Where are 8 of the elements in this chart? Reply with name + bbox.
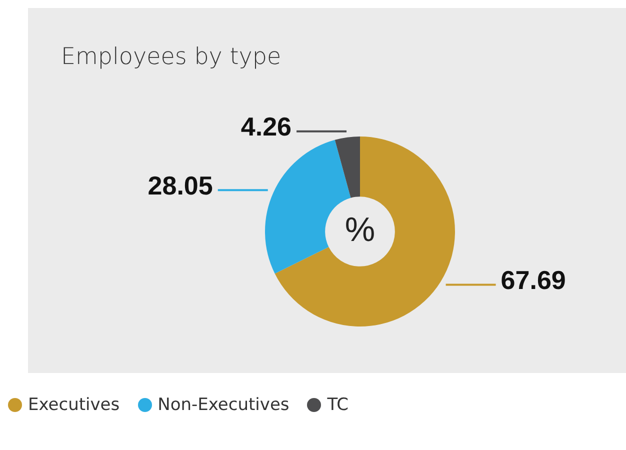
- data-label: 28.05: [148, 170, 213, 200]
- data-label: 67.69: [500, 264, 566, 295]
- legend-label: Executives: [28, 395, 120, 415]
- legend-label: TC: [327, 395, 349, 415]
- chart-title: Employees by type: [61, 44, 282, 70]
- data-label: 4.26: [240, 112, 292, 142]
- text: %: [344, 210, 376, 249]
- legend-label: Non-Executives: [158, 395, 290, 415]
